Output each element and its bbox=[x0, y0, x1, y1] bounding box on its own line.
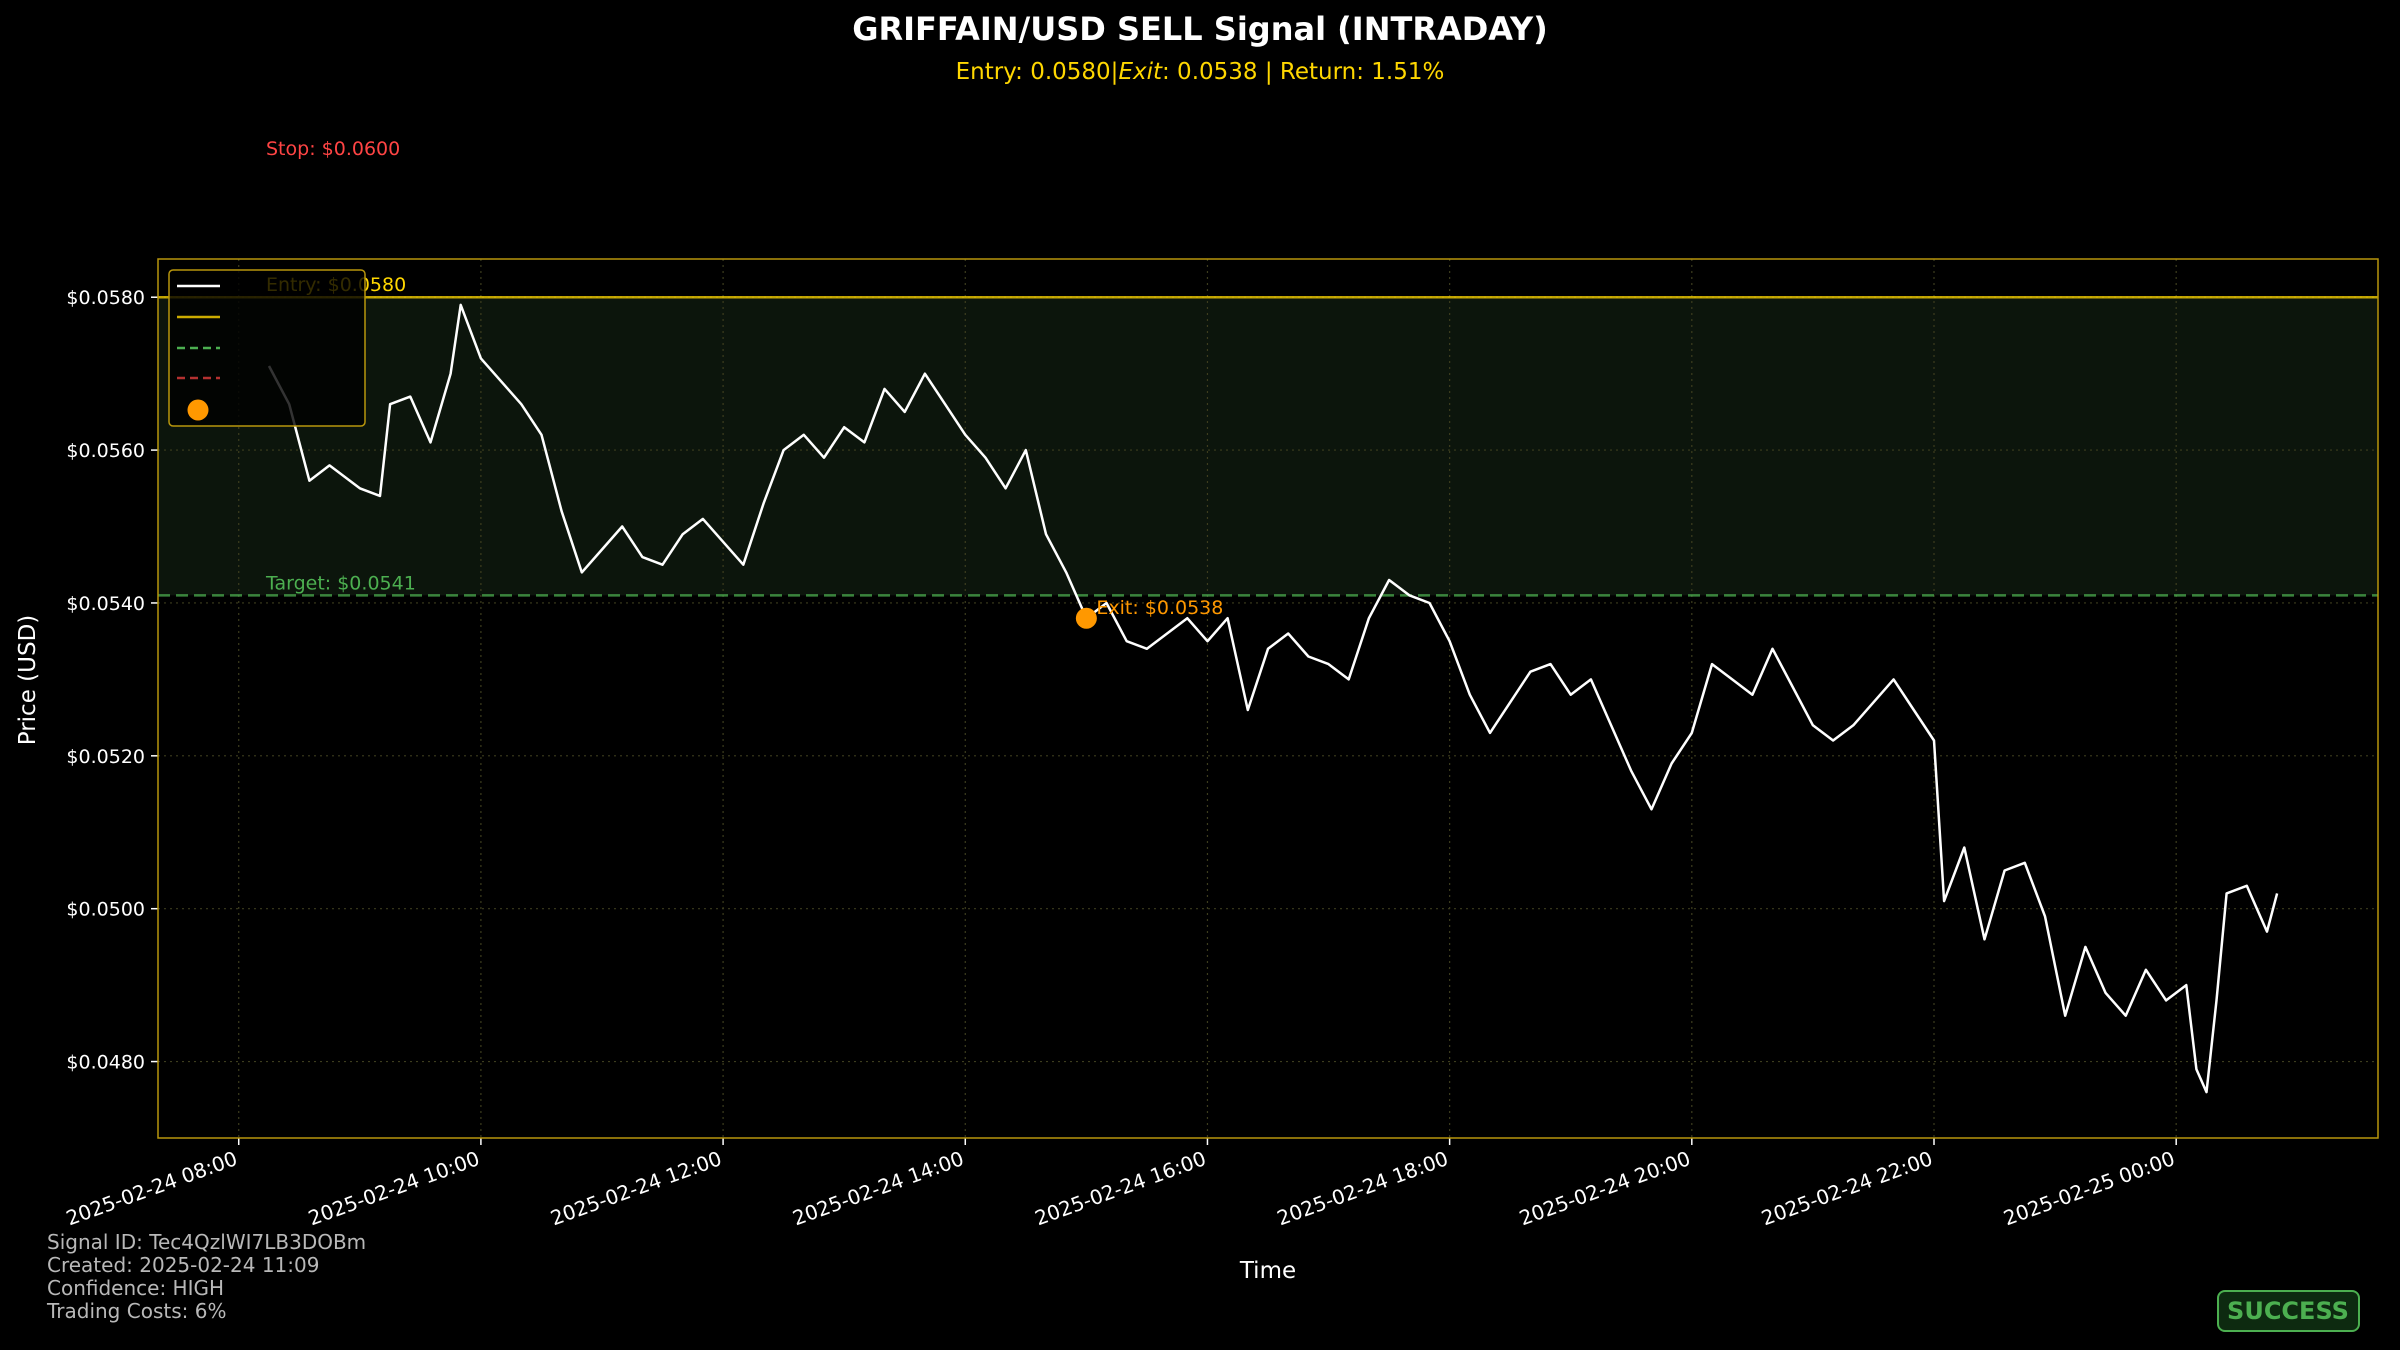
x-tick-label: 2025-02-24 14:00 bbox=[789, 1146, 967, 1230]
legend-swatch-exit bbox=[187, 399, 209, 421]
x-axis-label: Time bbox=[1239, 1258, 1296, 1284]
y-tick-label: $0.0520 bbox=[66, 746, 145, 768]
created-timestamp: Created: 2025-02-24 11:09 bbox=[47, 1253, 319, 1277]
price-series-line bbox=[267, 303, 2279, 1094]
y-tick-label: $0.0560 bbox=[66, 440, 145, 462]
status-badge-box bbox=[2217, 1290, 2360, 1332]
exit-annotation: Exit: $0.0538 bbox=[1096, 597, 1223, 619]
x-tick-label: 2025-02-24 18:00 bbox=[1274, 1146, 1452, 1230]
signal-id: Signal ID: Tec4QzlWI7LB3DOBm bbox=[47, 1230, 366, 1254]
y-tick-label: $0.0540 bbox=[66, 593, 145, 615]
exit-point-marker bbox=[1075, 607, 1097, 629]
x-tick-label: 2025-02-24 12:00 bbox=[547, 1146, 725, 1230]
x-tick-label: 2025-02-24 20:00 bbox=[1516, 1146, 1694, 1230]
plot-area: $0.0480 $0.0500 $0.0520 $0.0540 $0.0560 $0.05… bbox=[63, 138, 2379, 1230]
x-tick-label: 2025-02-24 22:00 bbox=[1758, 1146, 1936, 1230]
profit-zone bbox=[158, 297, 2378, 596]
status-badge: SUCCESS bbox=[2217, 1290, 2360, 1332]
x-tick-label: 2025-02-25 00:00 bbox=[2000, 1146, 2178, 1230]
signal-metadata: Signal ID: Tec4QzlWI7LB3DOBm Created: 20… bbox=[46, 1230, 366, 1323]
confidence-level: Confidence: HIGH bbox=[47, 1276, 224, 1300]
legend-box bbox=[168, 269, 366, 427]
trading-costs: Trading Costs: 6% bbox=[46, 1299, 226, 1323]
x-tick-label: 2025-02-24 10:00 bbox=[305, 1146, 483, 1230]
stop-annotation: Stop: $0.0600 bbox=[266, 138, 400, 160]
plot-frame bbox=[157, 258, 2379, 1139]
y-tick-label: $0.0580 bbox=[66, 287, 145, 309]
status-badge-text: SUCCESS bbox=[2227, 1297, 2349, 1325]
y-axis-label: Price (USD) bbox=[15, 615, 41, 746]
y-tick-label: $0.0500 bbox=[66, 899, 145, 921]
chart-subtitle: Entry: 0.0580|Exit: 0.0538 | Return: 1.5… bbox=[956, 59, 1445, 85]
y-tick-label: $0.0480 bbox=[66, 1052, 145, 1074]
x-tick-label: 2025-02-24 08:00 bbox=[63, 1146, 241, 1230]
target-annotation: Target: $0.0541 bbox=[265, 572, 416, 594]
chart-title: GRIFFAIN/USD SELL Signal (INTRADAY) bbox=[852, 10, 1548, 48]
x-tick-label: 2025-02-24 16:00 bbox=[1032, 1146, 1210, 1230]
